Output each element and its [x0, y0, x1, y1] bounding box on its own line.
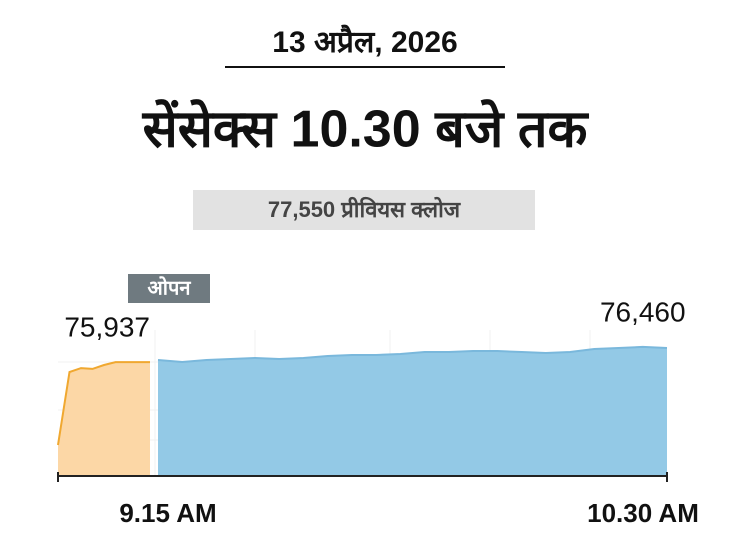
area [158, 346, 667, 476]
area [58, 362, 150, 476]
line [57, 361, 150, 446]
subtitle: 77,550 प्रीवियस क्लोज [268, 196, 462, 222]
annotation-box [128, 274, 210, 303]
date: 13 अप्रैल, 2026 [272, 24, 457, 59]
x-tick-label: 10.30 AM [587, 498, 699, 528]
data-label: 76,460 [600, 296, 686, 327]
annotation: ओपन [148, 275, 192, 299]
x-tick-label: 9.15 AM [119, 498, 216, 528]
subtitle-box [193, 190, 535, 230]
data-label: 75,937 [64, 311, 150, 342]
line [157, 345, 668, 364]
chart-title: सेंसेक्स 10.30 बजे तक [142, 99, 590, 159]
